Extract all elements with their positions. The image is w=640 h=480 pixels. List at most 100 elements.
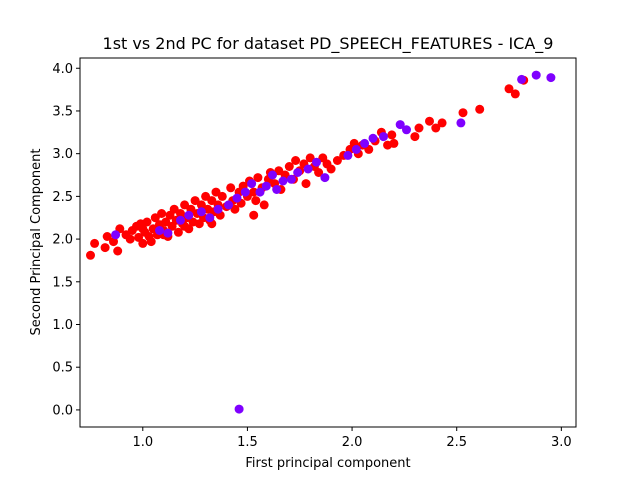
data-point bbox=[102, 232, 112, 241]
data-point bbox=[531, 70, 541, 80]
data-point bbox=[224, 200, 234, 210]
data-point bbox=[320, 173, 330, 183]
data-point bbox=[504, 84, 514, 94]
data-point bbox=[232, 193, 242, 203]
data-point bbox=[111, 230, 121, 240]
data-point bbox=[437, 118, 447, 128]
data-point bbox=[190, 196, 200, 206]
data-point bbox=[546, 73, 556, 83]
y-tick-label: 3.5 bbox=[52, 104, 73, 119]
data-point bbox=[343, 150, 353, 160]
data-point bbox=[196, 200, 206, 210]
y-axis-label: Second Principal Component bbox=[29, 149, 44, 336]
data-point bbox=[213, 204, 223, 214]
y-tick-label: 2.5 bbox=[52, 190, 73, 205]
data-point bbox=[312, 157, 321, 167]
chart-title: 1st vs 2nd PC for dataset PD_SPEECH_FEAT… bbox=[103, 34, 554, 54]
data-point bbox=[332, 156, 342, 165]
x-axis: 1.0 1.5 2.0 2.5 3.0 bbox=[132, 427, 572, 450]
data-point bbox=[402, 125, 411, 135]
data-point bbox=[517, 74, 527, 84]
data-point bbox=[368, 133, 378, 143]
x-tick-label: 1.0 bbox=[132, 435, 153, 450]
data-point bbox=[113, 246, 123, 256]
x-axis-label: First principal component bbox=[245, 456, 410, 471]
data-point bbox=[272, 185, 282, 194]
data-point bbox=[425, 116, 434, 126]
data-point bbox=[510, 89, 520, 99]
x-tick-label: 2.0 bbox=[342, 435, 363, 450]
plot-area-frame bbox=[79, 57, 577, 428]
data-point bbox=[249, 187, 259, 197]
data-point bbox=[259, 200, 269, 210]
data-point bbox=[351, 144, 361, 154]
data-point bbox=[431, 123, 441, 133]
data-point bbox=[176, 215, 185, 225]
y-tick-label: 1.5 bbox=[52, 275, 73, 290]
y-tick-label: 1.0 bbox=[52, 318, 73, 333]
data-point bbox=[146, 237, 156, 247]
data-point bbox=[249, 210, 259, 220]
data-point bbox=[207, 196, 217, 206]
x-tick-label: 1.5 bbox=[237, 435, 258, 450]
data-point bbox=[230, 204, 240, 214]
data-point bbox=[268, 170, 277, 180]
data-point bbox=[286, 174, 296, 184]
data-point bbox=[90, 238, 100, 248]
y-tick-label: 2.0 bbox=[52, 233, 73, 248]
data-point bbox=[326, 164, 336, 174]
data-point bbox=[234, 404, 244, 414]
data-point bbox=[278, 176, 288, 186]
data-point bbox=[240, 187, 250, 197]
data-point bbox=[379, 132, 388, 142]
y-tick-label: 0.0 bbox=[52, 403, 73, 418]
data-point bbox=[255, 187, 265, 197]
data-point bbox=[100, 243, 110, 253]
data-point bbox=[161, 217, 171, 227]
data-point bbox=[291, 156, 301, 165]
data-point bbox=[247, 179, 257, 189]
data-point bbox=[456, 118, 466, 128]
data-point bbox=[180, 200, 190, 210]
data-point bbox=[211, 187, 221, 197]
y-tick-label: 0.5 bbox=[52, 361, 73, 376]
data-point bbox=[157, 209, 167, 218]
data-point bbox=[395, 120, 405, 130]
data-point bbox=[389, 138, 399, 148]
data-point bbox=[109, 237, 118, 247]
data-point bbox=[169, 204, 179, 214]
data-point bbox=[86, 250, 95, 260]
data-point bbox=[475, 104, 485, 114]
data-point bbox=[360, 138, 370, 148]
data-point bbox=[173, 227, 183, 237]
data-point bbox=[184, 210, 194, 220]
x-tick-label: 3.0 bbox=[551, 435, 572, 450]
data-point bbox=[293, 168, 303, 177]
data-point bbox=[314, 168, 324, 177]
data-point bbox=[226, 183, 236, 193]
data-point bbox=[217, 191, 227, 201]
data-point bbox=[253, 173, 263, 183]
data-point bbox=[387, 130, 397, 140]
data-point bbox=[138, 224, 148, 234]
y-tick-label: 3.0 bbox=[52, 147, 73, 162]
data-point bbox=[303, 164, 313, 174]
data-point bbox=[284, 162, 294, 171]
data-point bbox=[163, 228, 173, 238]
points-layer bbox=[86, 70, 556, 414]
data-point bbox=[196, 207, 206, 217]
data-point bbox=[410, 132, 420, 142]
data-point bbox=[305, 153, 315, 163]
data-point bbox=[458, 108, 468, 118]
y-axis: 0.0 0.5 1.0 1.5 2.0 2.5 3.0 3.5 4.0 bbox=[52, 62, 80, 418]
data-point bbox=[155, 226, 164, 235]
y-tick-label: 4.0 bbox=[52, 62, 73, 77]
data-point bbox=[414, 123, 424, 133]
data-point bbox=[205, 213, 215, 223]
data-point bbox=[125, 234, 135, 244]
data-point bbox=[301, 179, 311, 189]
data-point bbox=[251, 196, 261, 206]
x-tick-label: 2.5 bbox=[446, 435, 467, 450]
data-point bbox=[142, 217, 152, 227]
